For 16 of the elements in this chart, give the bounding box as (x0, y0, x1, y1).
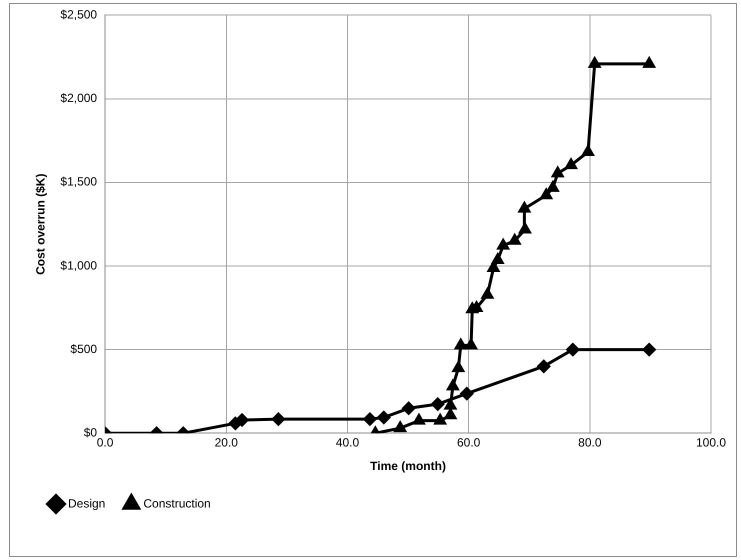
y-tick-label: $2,000 (60, 91, 98, 106)
x-tick-label: 80.0 (578, 436, 602, 450)
y-tick-label: $0 (84, 426, 98, 440)
x-tick-label: 0.0 (96, 436, 114, 450)
y-axis-title: Cost overrun ($K) (34, 174, 48, 275)
y-tick-label: $2,500 (60, 8, 98, 22)
y-tick-label: $1,500 (60, 174, 98, 189)
legend-label: Design (68, 496, 106, 510)
y-tick-label: $1,000 (60, 258, 98, 272)
legend-label: Construction (143, 496, 211, 510)
x-tick-label: 60.0 (456, 436, 481, 450)
x-tick-label: 100.0 (696, 436, 726, 450)
x-axis-title: Time (month) (370, 459, 446, 474)
x-tick-label: 20.0 (214, 436, 238, 450)
y-tick-label: $500 (70, 342, 98, 356)
x-tick-label: 40.0 (336, 436, 360, 450)
